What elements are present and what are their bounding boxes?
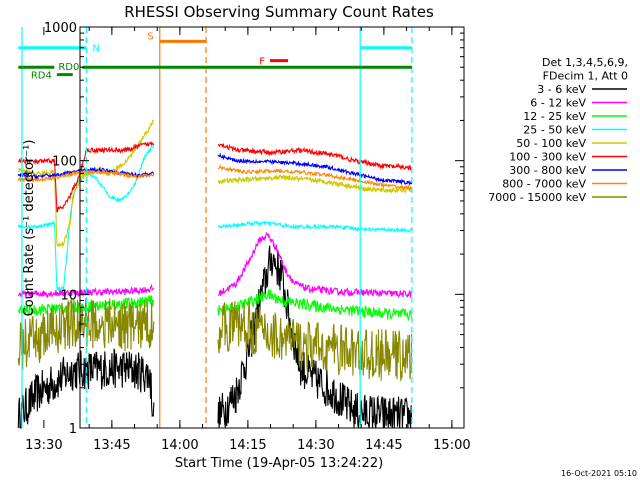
legend-label-800-7000-kev: 800 - 7000 keV bbox=[502, 178, 586, 191]
legend-label-3-6-kev: 3 - 6 keV bbox=[537, 83, 586, 96]
series-line-6-12-kev-2 bbox=[217, 231, 413, 299]
x-tick-label: 14:30 bbox=[297, 438, 334, 453]
interval-f-6-label: F bbox=[259, 57, 265, 68]
interval-rd0-3-label: RD0 bbox=[58, 62, 79, 73]
timestamp: 16-Oct-2021 05:10 bbox=[561, 469, 637, 478]
x-tick-label: 13:45 bbox=[93, 438, 130, 453]
legend-label-25-50-kev: 25 - 50 keV bbox=[523, 124, 586, 137]
axes: 13:30 13:45 14:00 14:15 14:30 14:45 15:00 1 10 10… bbox=[25, 21, 470, 453]
y-tick-label: 10 bbox=[60, 288, 77, 303]
series-line-50-100-kev-2 bbox=[217, 173, 413, 195]
series-line-12-25-kev-2 bbox=[217, 288, 413, 322]
plot-frame bbox=[79, 26, 465, 429]
legend: Det 1,3,4,5,6,9,FDecim 1, Att 03 - 6 keV… bbox=[488, 56, 628, 204]
legend-label-6-12-kev: 6 - 12 keV bbox=[530, 97, 586, 110]
series-line-300-800-kev-2 bbox=[217, 152, 413, 186]
series-line-7000-15000-kev-2 bbox=[217, 301, 413, 382]
legend-label-100-300-kev: 100 - 300 keV bbox=[509, 151, 586, 164]
legend-header-line-1: Det 1,3,4,5,6,9, bbox=[542, 56, 628, 69]
series-line-25-50-kev-2 bbox=[217, 219, 413, 234]
x-tick-label: 14:45 bbox=[365, 438, 402, 453]
x-axis-label: Start Time (19-Apr-05 13:24:22) bbox=[175, 456, 383, 471]
y-axis-label: Count Rate (s⁻¹ detector⁻¹) bbox=[22, 140, 37, 317]
y-tick-label: 100 bbox=[52, 155, 77, 170]
series-line-100-300-kev-2 bbox=[217, 143, 413, 171]
y-tick-label: 1 bbox=[69, 422, 77, 437]
x-tick-label: 14:00 bbox=[161, 438, 198, 453]
series-line-25-50-kev-1 bbox=[17, 143, 155, 293]
legend-label-7000-15000-kev: 7000 - 15000 keV bbox=[488, 191, 586, 204]
series-line-50-100-kev-1 bbox=[17, 119, 155, 248]
interval-layer: N RD0 RD4 S F bbox=[18, 27, 413, 428]
interval-s-5-label: S bbox=[147, 31, 153, 42]
legend-label-12-25-kev: 12 - 25 keV bbox=[523, 110, 586, 123]
x-tick-label: 13:30 bbox=[25, 438, 62, 453]
legend-label-50-100-kev: 50 - 100 keV bbox=[516, 137, 586, 150]
legend-label-300-800-kev: 300 - 800 keV bbox=[509, 164, 586, 177]
legend-header-line-2: FDecim 1, Att 0 bbox=[543, 70, 628, 83]
chart-title: RHESSI Observing Summary Count Rates bbox=[124, 3, 434, 21]
interval-rd4-4-label: RD4 bbox=[31, 71, 52, 82]
x-tick-label: 15:00 bbox=[433, 438, 470, 453]
series-line-800-7000-kev-2 bbox=[217, 163, 413, 192]
series-line-7000-15000-kev-1 bbox=[17, 297, 155, 370]
y-tick-label: 1000 bbox=[44, 21, 77, 36]
x-tick-label: 14:15 bbox=[229, 438, 266, 453]
interval-n-1-label: N bbox=[92, 44, 99, 55]
